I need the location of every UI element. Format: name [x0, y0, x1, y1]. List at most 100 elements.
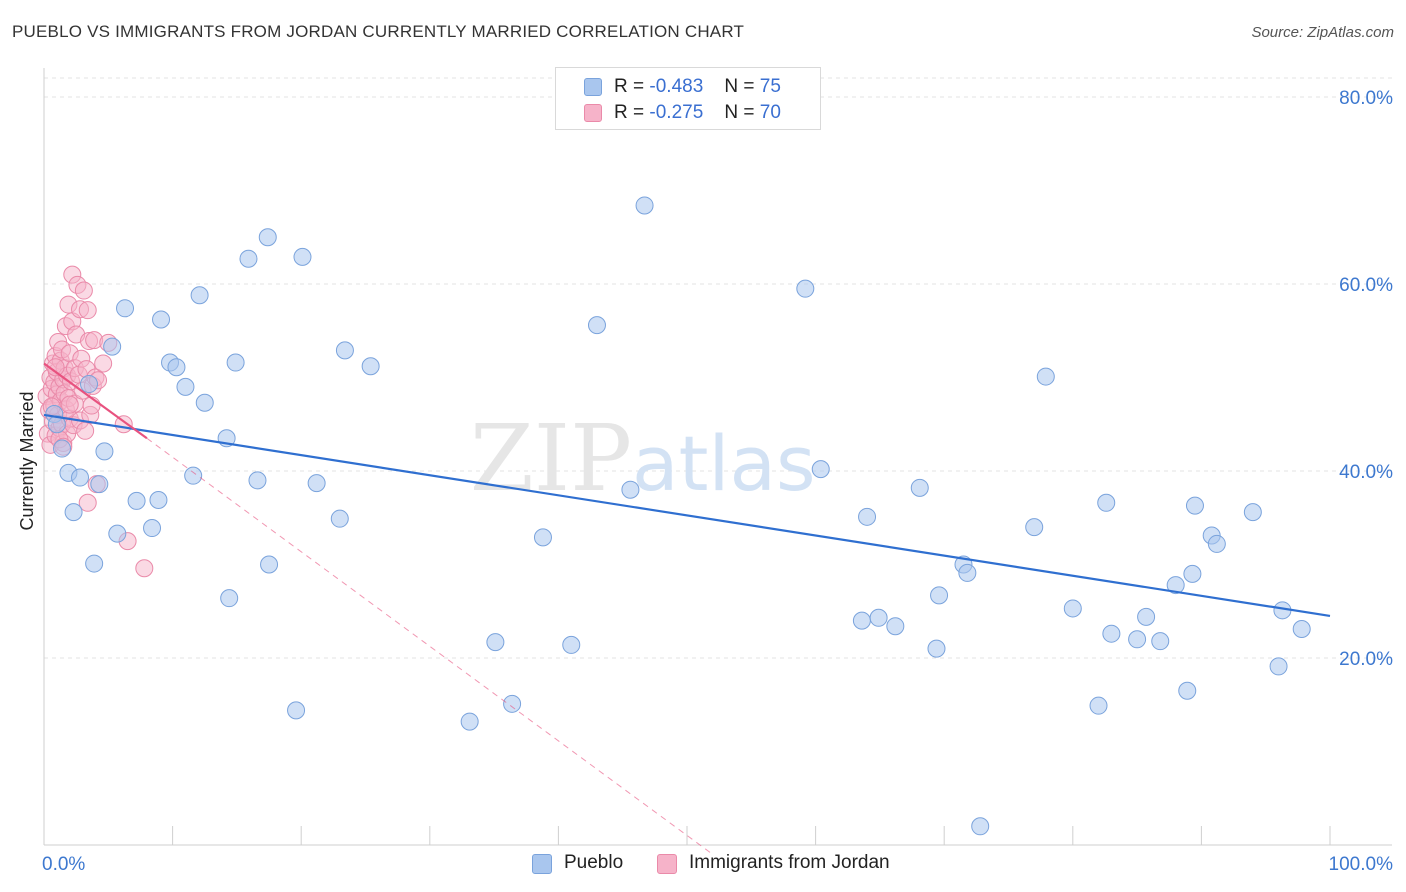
pueblo-point	[103, 337, 122, 356]
pueblo-point	[1089, 696, 1108, 715]
pueblo-point	[239, 249, 258, 268]
pueblo-point	[53, 439, 72, 458]
pueblo-point	[503, 694, 522, 713]
jordan-point	[78, 493, 97, 512]
pueblo-point	[260, 555, 279, 574]
pueblo-point	[258, 228, 277, 247]
pueblo-point	[330, 509, 349, 528]
legend-r-label: R =	[614, 102, 645, 123]
pueblo-point	[852, 611, 871, 630]
legend-n-value-pueblo: 75	[759, 76, 781, 97]
series-swatch-pueblo	[532, 854, 552, 874]
chart-title: PUEBLO VS IMMIGRANTS FROM JORDAN CURRENT…	[12, 22, 745, 41]
pueblo-point	[1036, 367, 1055, 386]
pueblo-point	[80, 375, 99, 394]
jordan-point	[94, 354, 113, 373]
pueblo-point	[1269, 657, 1288, 676]
pueblo-point	[858, 507, 877, 526]
series-label-pueblo: Pueblo	[564, 852, 624, 873]
legend-n-label: N =	[724, 102, 755, 123]
pueblo-point	[293, 247, 312, 266]
pueblo-point	[1207, 534, 1226, 553]
pueblo-point	[1183, 564, 1202, 583]
pueblo-point	[167, 358, 186, 377]
pueblo-point	[64, 503, 83, 522]
watermark-atlas: atlas	[632, 419, 816, 508]
legend-r-value-jordan: -0.275	[649, 102, 704, 123]
pueblo-point	[47, 415, 66, 434]
label-layer: 20.0% 40.0% 60.0% 80.0% 0.0% 100.0% Currently …	[17, 88, 1393, 875]
y-axis-title: Currently Married	[17, 391, 37, 530]
legend-n-label: N =	[724, 76, 755, 97]
jordan-trend-line	[43, 362, 148, 440]
y-tick-label: 40.0%	[1339, 462, 1393, 483]
pueblo-point	[90, 475, 109, 494]
pueblo-point	[71, 468, 90, 487]
trend-layer	[43, 362, 1331, 855]
axis-layer	[43, 68, 1392, 846]
pueblo-point	[307, 474, 326, 493]
pueblo-point	[562, 635, 581, 654]
pueblo-point	[1128, 630, 1147, 649]
pueblo-point	[886, 617, 905, 636]
pueblo-point	[1137, 607, 1156, 626]
pueblo-point	[1292, 620, 1311, 639]
pueblo-point	[335, 341, 354, 360]
series-label-jordan: Immigrants from Jordan	[689, 852, 890, 873]
pueblo-point	[127, 491, 146, 510]
pueblo-point	[1151, 632, 1170, 651]
pueblo-point	[910, 478, 929, 497]
pueblo-point	[184, 466, 203, 485]
pueblo-point	[108, 524, 127, 543]
pueblo-point	[190, 286, 209, 305]
pueblo-point	[95, 442, 114, 461]
jordan-point	[82, 396, 101, 415]
series-swatch-jordan	[657, 854, 677, 874]
pueblo-point	[1166, 576, 1185, 595]
y-tick-label: 80.0%	[1339, 88, 1393, 109]
pueblo-point	[869, 608, 888, 627]
pueblo-point	[1025, 518, 1044, 537]
legend-r-value-pueblo: -0.483	[649, 76, 704, 97]
pueblo-point	[811, 460, 830, 479]
legend-r-label: R =	[614, 76, 645, 97]
correlation-legend: R = -0.483 N = 75 R = -0.275 N = 70	[555, 67, 821, 130]
jordan-point	[74, 281, 93, 300]
pueblo-point	[460, 712, 479, 731]
pueblo-point	[195, 393, 214, 412]
pueblo-point	[361, 357, 380, 376]
legend-swatch-jordan	[584, 104, 602, 122]
watermark: ZIP atlas	[470, 405, 816, 512]
pueblo-point	[149, 490, 168, 509]
pueblo-point	[176, 377, 195, 396]
pueblo-point	[226, 353, 245, 372]
pueblo-point	[1178, 681, 1197, 700]
pueblo-point	[248, 471, 267, 490]
pueblo-trend-line	[43, 413, 1331, 618]
jordan-point	[78, 301, 97, 320]
pueblo-point	[1185, 496, 1204, 515]
watermark-zip: ZIP	[470, 405, 632, 512]
pueblo-point	[287, 701, 306, 720]
jordan-point	[76, 421, 95, 440]
pueblo-point	[143, 519, 162, 538]
pueblo-point	[1097, 493, 1116, 512]
pueblo-point	[635, 196, 654, 215]
y-tick-label: 20.0%	[1339, 649, 1393, 670]
y-tick-label: 60.0%	[1339, 275, 1393, 296]
pueblo-point	[1102, 624, 1121, 643]
pueblo-point	[587, 316, 606, 335]
pueblo-point	[958, 563, 977, 582]
legend-swatch-pueblo	[584, 78, 602, 96]
pueblo-point	[1063, 599, 1082, 618]
jordan-trend-extension	[146, 437, 714, 855]
pueblo-point	[1243, 503, 1262, 522]
legend-n-value-jordan: 70	[759, 102, 781, 123]
pueblo-point	[621, 480, 640, 499]
pueblo-point	[486, 633, 505, 652]
pueblo-point	[971, 817, 990, 836]
source-label: Source: ZipAtlas.com	[1251, 24, 1394, 41]
jordan-point	[46, 358, 65, 377]
points-layer	[37, 196, 1311, 836]
